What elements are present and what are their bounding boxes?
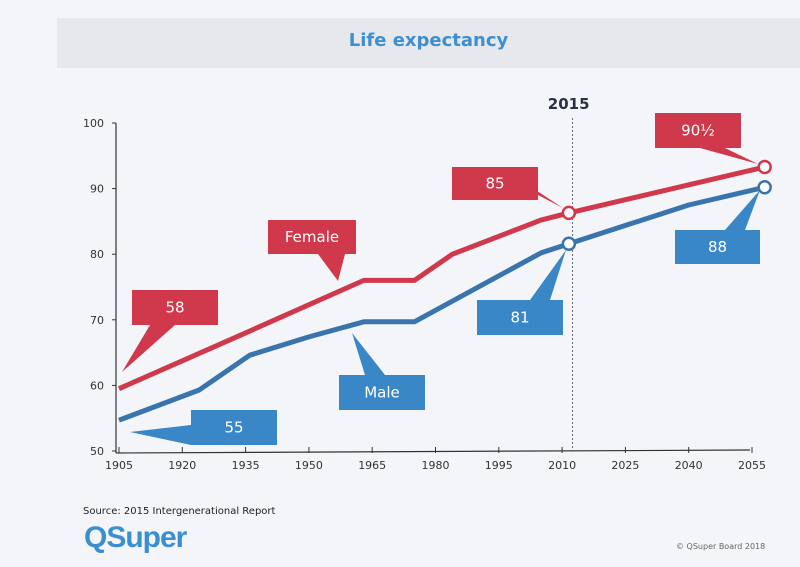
- callout-box: [452, 167, 538, 200]
- x-tick-label: 1905: [105, 459, 133, 472]
- callout-box: [339, 375, 425, 410]
- callout-box: [268, 220, 356, 254]
- x-tick-label: 2025: [611, 459, 639, 472]
- x-tick-label: 1995: [485, 459, 513, 472]
- callout-label: Female: [285, 228, 339, 246]
- callout-box: [655, 113, 741, 148]
- point-marker: [561, 236, 577, 251]
- callout-pointer: [725, 190, 760, 230]
- callout-label: Male: [364, 384, 400, 402]
- chart-title: Life expectancy: [348, 30, 509, 51]
- callout-pointer: [318, 254, 345, 281]
- title-band: [57, 18, 800, 68]
- callout-box: [132, 290, 218, 325]
- x-tick-label: 2055: [738, 459, 766, 472]
- y-tick-label: 50: [90, 445, 104, 458]
- callout-label: 55: [224, 419, 243, 437]
- year-2015-label: 2015: [548, 95, 590, 113]
- callout-box: [675, 230, 760, 264]
- x-tick-label: 1935: [232, 459, 260, 472]
- callout-pointer: [122, 325, 175, 372]
- callout-pointer: [530, 250, 566, 300]
- callout-label: 90½: [681, 122, 715, 140]
- x-tick-label: 1950: [295, 459, 323, 472]
- y-tick-label: 90: [90, 183, 104, 196]
- x-tick-label: 1965: [358, 459, 386, 472]
- x-tick-label: 2010: [548, 459, 576, 472]
- qsuper-logo: QSuper: [84, 521, 187, 554]
- callout-label: 58: [165, 299, 184, 317]
- x-tick-label: 2040: [675, 459, 703, 472]
- callout-label: 88: [708, 238, 727, 256]
- callout-label: 85: [485, 175, 504, 193]
- callout-box: [477, 300, 563, 335]
- callout-pointer: [130, 425, 191, 445]
- x-tick-label: 1920: [168, 459, 196, 472]
- y-tick-label: 70: [90, 314, 104, 327]
- x-axis: [115, 449, 751, 454]
- point-marker: [757, 159, 772, 175]
- y-tick-label: 100: [83, 117, 104, 130]
- callout-pointer: [352, 333, 385, 375]
- point-marker: [561, 205, 577, 221]
- series-line-male: [118, 184, 766, 423]
- y-tick-label: 80: [90, 248, 104, 261]
- callout-box: [191, 410, 277, 445]
- x-tick-label: 1980: [422, 459, 450, 472]
- series-line-female: [117, 164, 766, 391]
- copyright: © QSuper Board 2018: [676, 542, 766, 551]
- source-note: Source: 2015 Intergenerational Report: [83, 506, 276, 517]
- callout-pointer: [700, 148, 758, 164]
- y-tick-label: 60: [90, 379, 104, 392]
- callout-label: 81: [510, 309, 529, 327]
- point-marker: [757, 180, 772, 195]
